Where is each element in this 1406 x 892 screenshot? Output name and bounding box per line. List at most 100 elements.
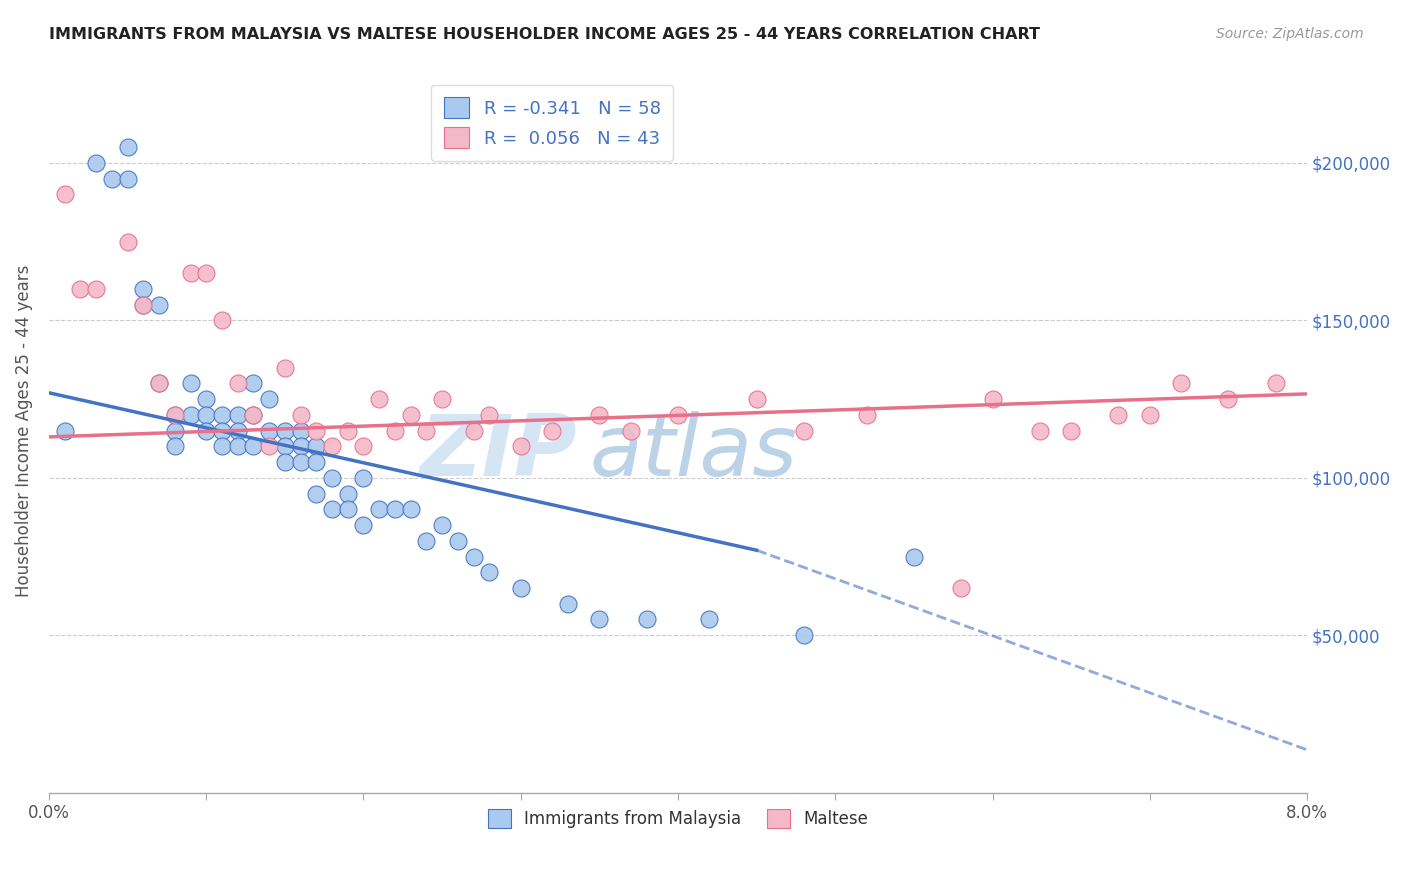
Point	[290, 439, 312, 453]
Point	[557, 597, 579, 611]
Point	[336, 486, 359, 500]
Point	[257, 439, 280, 453]
Point	[195, 392, 218, 406]
Point	[257, 424, 280, 438]
Point	[588, 408, 610, 422]
Point	[242, 408, 264, 422]
Point	[1139, 408, 1161, 422]
Point	[321, 502, 343, 516]
Point	[53, 424, 76, 438]
Point	[163, 439, 186, 453]
Point	[148, 376, 170, 391]
Point	[384, 424, 406, 438]
Point	[1218, 392, 1240, 406]
Point	[290, 408, 312, 422]
Point	[321, 471, 343, 485]
Point	[53, 187, 76, 202]
Point	[368, 392, 391, 406]
Y-axis label: Householder Income Ages 25 - 44 years: Householder Income Ages 25 - 44 years	[15, 264, 32, 597]
Point	[132, 282, 155, 296]
Point	[148, 298, 170, 312]
Point	[509, 581, 531, 595]
Point	[211, 313, 233, 327]
Point	[793, 628, 815, 642]
Point	[353, 439, 375, 453]
Point	[368, 502, 391, 516]
Point	[1264, 376, 1286, 391]
Point	[699, 612, 721, 626]
Point	[305, 486, 328, 500]
Point	[430, 518, 453, 533]
Point	[148, 376, 170, 391]
Point	[163, 424, 186, 438]
Point	[353, 471, 375, 485]
Point	[211, 408, 233, 422]
Point	[179, 376, 201, 391]
Text: atlas: atlas	[591, 411, 799, 494]
Point	[163, 408, 186, 422]
Point	[290, 455, 312, 469]
Point	[117, 235, 139, 249]
Point	[666, 408, 689, 422]
Point	[274, 455, 297, 469]
Point	[242, 376, 264, 391]
Text: Source: ZipAtlas.com: Source: ZipAtlas.com	[1216, 27, 1364, 41]
Point	[195, 424, 218, 438]
Point	[430, 392, 453, 406]
Point	[1107, 408, 1129, 422]
Point	[117, 140, 139, 154]
Point	[163, 408, 186, 422]
Point	[415, 533, 437, 548]
Point	[353, 518, 375, 533]
Point	[336, 424, 359, 438]
Point	[1060, 424, 1083, 438]
Point	[745, 392, 768, 406]
Point	[399, 502, 422, 516]
Point	[447, 533, 470, 548]
Point	[855, 408, 877, 422]
Point	[226, 424, 249, 438]
Point	[336, 502, 359, 516]
Point	[463, 549, 485, 564]
Point	[274, 439, 297, 453]
Point	[321, 439, 343, 453]
Point	[226, 408, 249, 422]
Point	[84, 282, 107, 296]
Point	[305, 439, 328, 453]
Point	[242, 439, 264, 453]
Point	[478, 566, 501, 580]
Point	[903, 549, 925, 564]
Point	[242, 408, 264, 422]
Point	[399, 408, 422, 422]
Point	[541, 424, 564, 438]
Point	[117, 171, 139, 186]
Point	[1028, 424, 1050, 438]
Point	[588, 612, 610, 626]
Point	[211, 424, 233, 438]
Point	[1170, 376, 1192, 391]
Point	[226, 376, 249, 391]
Point	[226, 439, 249, 453]
Point	[509, 439, 531, 453]
Text: ZIP: ZIP	[420, 411, 578, 494]
Point	[179, 266, 201, 280]
Point	[636, 612, 658, 626]
Point	[384, 502, 406, 516]
Point	[305, 424, 328, 438]
Point	[463, 424, 485, 438]
Point	[478, 408, 501, 422]
Point	[793, 424, 815, 438]
Point	[620, 424, 643, 438]
Point	[101, 171, 124, 186]
Point	[195, 408, 218, 422]
Point	[84, 156, 107, 170]
Point	[274, 360, 297, 375]
Point	[415, 424, 437, 438]
Point	[69, 282, 91, 296]
Point	[132, 298, 155, 312]
Point	[290, 424, 312, 438]
Legend: Immigrants from Malaysia, Maltese: Immigrants from Malaysia, Maltese	[481, 803, 875, 835]
Point	[950, 581, 973, 595]
Point	[195, 266, 218, 280]
Point	[179, 408, 201, 422]
